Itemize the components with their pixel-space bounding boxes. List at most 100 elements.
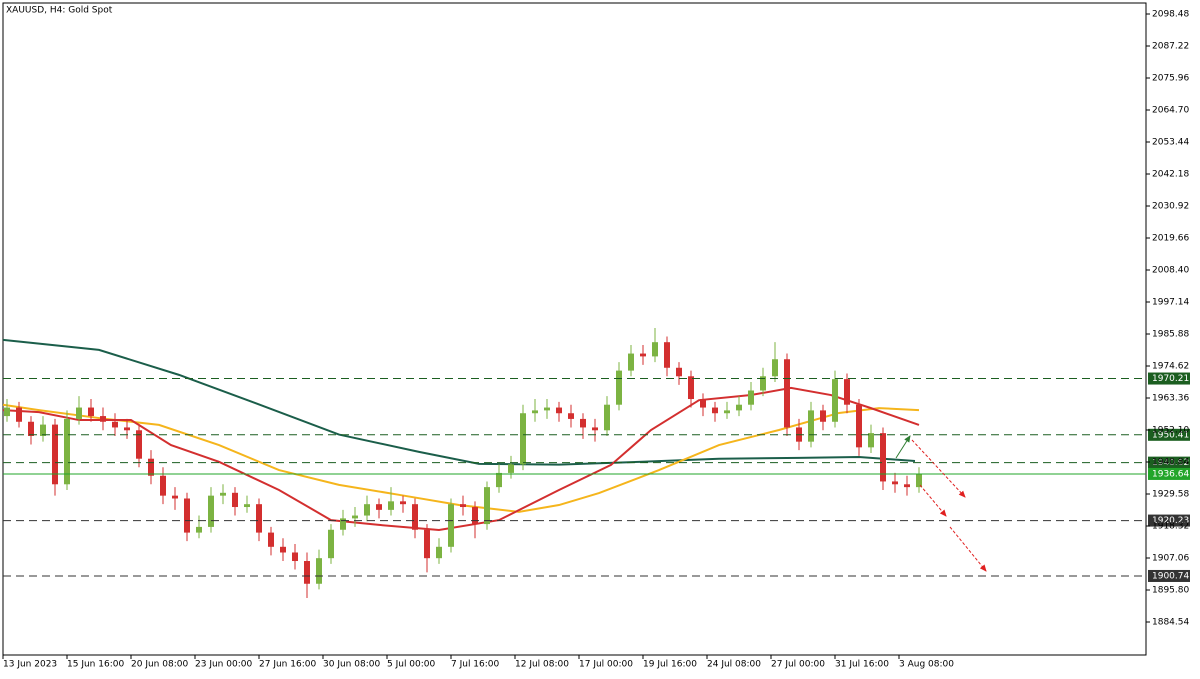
- y-tick-label: 2098.48: [1152, 9, 1189, 19]
- y-tick-label: 1918.32: [1152, 522, 1189, 532]
- candle-body: [388, 501, 394, 510]
- candle-body: [460, 504, 466, 508]
- candle-body: [352, 515, 358, 519]
- arrows: [895, 435, 987, 572]
- candle-body: [844, 379, 850, 405]
- candle-body: [916, 473, 922, 488]
- x-tick-label: 13 Jun 2023: [3, 660, 57, 670]
- candle-body: [580, 418, 586, 428]
- candle-body: [16, 407, 22, 422]
- candle-body: [760, 376, 766, 391]
- candle-body: [100, 416, 106, 422]
- y-tick-label: 1963.36: [1152, 394, 1189, 404]
- plot-frame: [2, 2, 1147, 656]
- y-tick-label: 2019.66: [1152, 234, 1189, 244]
- x-tick-label: 5 Jul 00:00: [387, 660, 436, 670]
- candle-body: [232, 492, 238, 508]
- axes: 2098.48 2087.22 2075.96 2064.70 2053.44 2042.…: [2, 9, 1189, 670]
- current-price-label: 1936.64: [1152, 469, 1189, 479]
- candle-body: [556, 407, 562, 414]
- candle-body: [736, 404, 742, 411]
- y-tick-label: 1985.88: [1152, 330, 1189, 340]
- candle-body: [340, 518, 346, 530]
- x-tick-label: 24 Jul 08:00: [707, 660, 761, 670]
- candle-body: [76, 407, 82, 419]
- levels: 1970.21 1950.41 1940.62 1920.23 1900.74 1936.…: [3, 372, 1190, 582]
- level-label-box: [1148, 569, 1190, 582]
- candle-body: [748, 390, 754, 405]
- candle-body: [592, 427, 598, 431]
- candle-body: [124, 427, 130, 431]
- chart-title: XAUUSD, H4: Gold Spot: [6, 6, 113, 16]
- candle-body: [520, 413, 526, 465]
- candle-body: [400, 501, 406, 505]
- candle-body: [304, 561, 310, 584]
- candle-body: [472, 507, 478, 525]
- candle-body: [196, 526, 202, 533]
- level-label: 1900.74: [1152, 571, 1189, 581]
- y-tick-label: 2030.92: [1152, 202, 1189, 212]
- candle-body: [184, 498, 190, 533]
- candle-body: [316, 558, 322, 584]
- candle-body: [448, 504, 454, 547]
- y-tick-label: 2042.18: [1152, 170, 1189, 180]
- y-tick-label: 1929.58: [1152, 490, 1189, 500]
- candle-body: [820, 410, 826, 422]
- x-tick-label: 17 Jul 00:00: [579, 660, 633, 670]
- candle-body: [532, 410, 538, 414]
- candle-body: [160, 475, 166, 496]
- level-label-box: [1148, 372, 1190, 385]
- candle-body: [880, 433, 886, 482]
- candle-body: [52, 424, 58, 485]
- x-tick-label: 19 Jul 16:00: [643, 660, 697, 670]
- level-label-box: [1148, 514, 1190, 527]
- level-label: 1970.21: [1152, 374, 1189, 384]
- candle-body: [244, 504, 250, 508]
- moving-average-line: [2, 338, 916, 466]
- candle-body: [172, 495, 178, 499]
- y-tick-label: 1907.06: [1152, 554, 1189, 564]
- level-label-box: [1148, 428, 1190, 441]
- y-tick-label: 2087.22: [1152, 41, 1189, 51]
- candle-body: [280, 546, 286, 553]
- x-tick-label: 20 Jun 08:00: [131, 660, 188, 670]
- candle-body: [328, 529, 334, 559]
- candle-body: [256, 504, 262, 533]
- level-label: 1940.62: [1152, 458, 1189, 468]
- y-tick-label: 1952.10: [1152, 426, 1189, 436]
- candle-body: [892, 481, 898, 485]
- candle-body: [688, 376, 694, 400]
- candle-body: [700, 399, 706, 408]
- candle-body: [868, 433, 874, 448]
- candle-body: [412, 504, 418, 530]
- x-tick-label: 27 Jun 16:00: [259, 660, 316, 670]
- candle-body: [208, 495, 214, 527]
- y-tick-label: 2008.40: [1152, 266, 1189, 276]
- candle-body: [616, 370, 622, 405]
- x-tick-label: 12 Jul 08:00: [515, 660, 569, 670]
- candle-body: [712, 407, 718, 414]
- candles: [4, 327, 922, 598]
- candle-body: [508, 464, 514, 473]
- candle-body: [652, 342, 658, 357]
- y-tick-label: 2053.44: [1152, 137, 1189, 147]
- candle-body: [628, 353, 634, 371]
- candle-body: [604, 404, 610, 431]
- candle-body: [424, 529, 430, 559]
- x-tick-label: 27 Jul 00:00: [771, 660, 825, 670]
- candle-body: [544, 407, 550, 411]
- y-tick-label: 2064.70: [1152, 105, 1189, 115]
- x-tick-label: 30 Jun 08:00: [323, 660, 380, 670]
- candle-body: [136, 430, 142, 459]
- candle-body: [112, 421, 118, 428]
- candle-body: [4, 407, 10, 417]
- candle-body: [148, 458, 154, 476]
- y-tick-label: 1895.80: [1152, 586, 1189, 596]
- candle-body: [496, 472, 502, 488]
- x-tick-label: 15 Jun 16:00: [67, 660, 124, 670]
- candle-body: [88, 407, 94, 417]
- candle-body: [376, 504, 382, 510]
- level-label: 1920.23: [1152, 516, 1189, 526]
- candle-body: [484, 487, 490, 525]
